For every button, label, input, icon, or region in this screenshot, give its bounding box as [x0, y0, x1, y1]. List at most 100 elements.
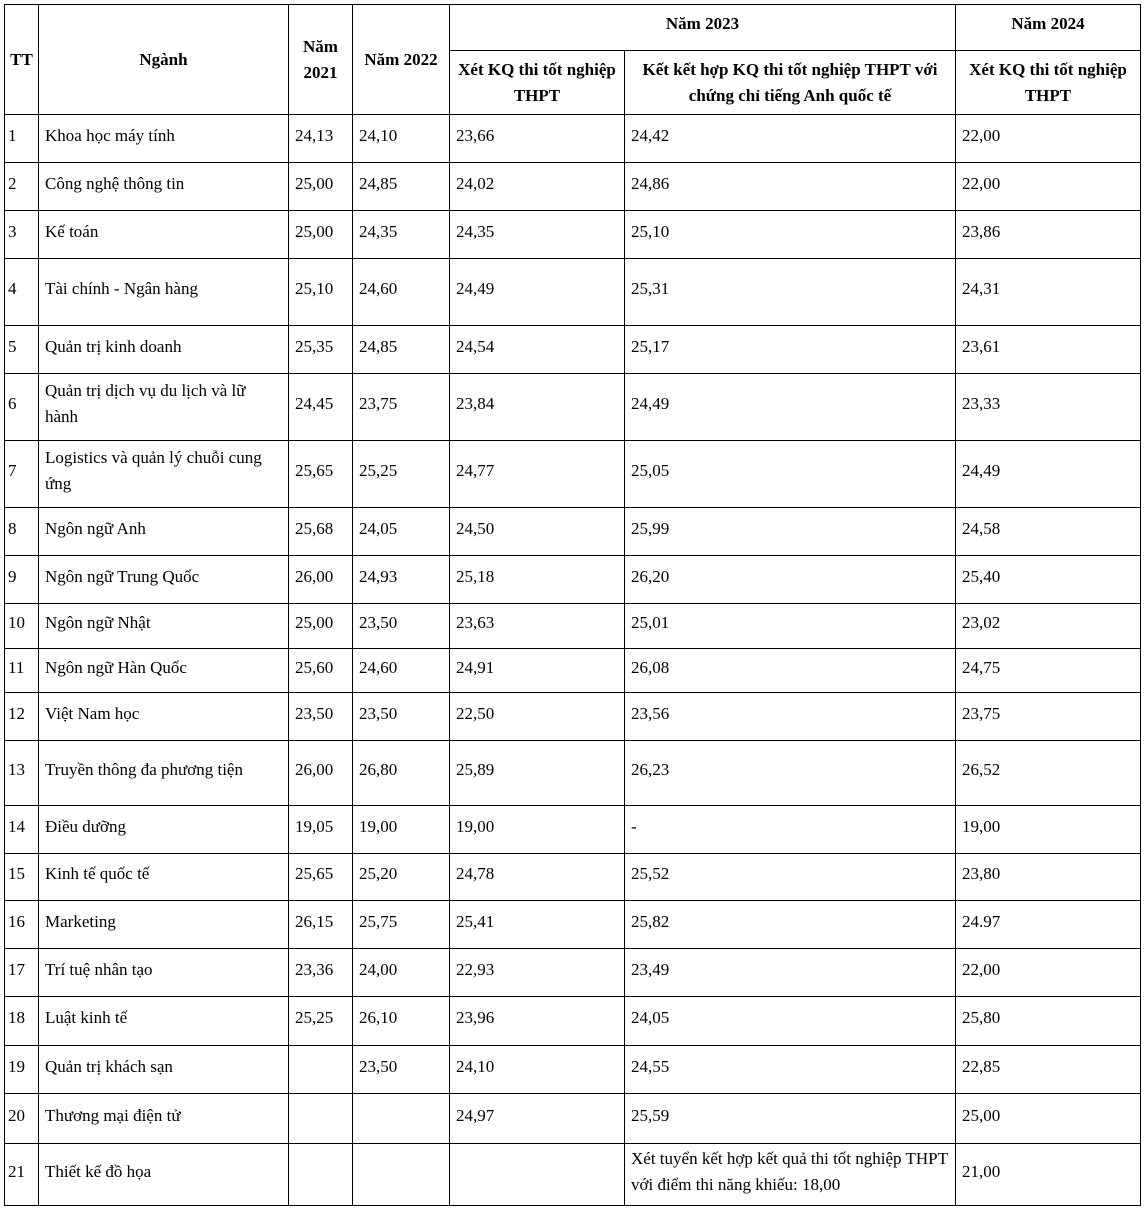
- cell-tt: 1: [4, 114, 39, 163]
- table-row: 4 Tài chính - Ngân hàng 25,10 24,60 24,49 25,…: [4, 258, 1141, 326]
- cell-tt: 5: [4, 325, 39, 374]
- cell-score-2023-thpt: 24,77: [449, 440, 625, 508]
- cell-score-2024-thpt: 21,00: [955, 1143, 1141, 1206]
- cell-nganh: Quản trị dịch vụ du lịch và lữ hành: [38, 373, 289, 441]
- table-row: 20 Thương mại điện tử 24,97 25,59 25,00: [4, 1093, 1141, 1144]
- cell-score-2022: 24,60: [352, 648, 450, 693]
- header-2024: Năm 2024: [955, 4, 1141, 51]
- cell-score-2023-thpt: 24,78: [449, 853, 625, 901]
- cell-tt: 11: [4, 648, 39, 693]
- table-row: 10 Ngôn ngữ Nhật 25,00 23,50 23,63 25,01 23,02: [4, 603, 1141, 649]
- table-row: 7 Logistics và quản lý chuỗi cung ứng 25,6…: [4, 440, 1141, 508]
- cell-score-2023-thpt: 23,66: [449, 114, 625, 163]
- cell-score-2024-thpt: 22,00: [955, 948, 1141, 997]
- cell-score-2022: 23,50: [352, 692, 450, 741]
- table-row: 14 Điều dưỡng 19,05 19,00 19,00-19,00: [4, 805, 1141, 854]
- cell-score-2022: 25,20: [352, 853, 450, 901]
- cell-score-2023-thpt: 24,02: [449, 162, 625, 211]
- cell-score-2024-thpt: 25,00: [955, 1093, 1141, 1144]
- cell-score-2024-thpt: 22,85: [955, 1045, 1141, 1094]
- table-row: 1 Khoa học máy tính 24,13 24,10 23,66 24,42 22…: [4, 114, 1141, 163]
- cell-nganh: Truyền thông đa phương tiện: [38, 740, 289, 806]
- cell-tt: 3: [4, 210, 39, 259]
- cell-score-2023-thpt: 22,93: [449, 948, 625, 997]
- cell-score-2022: 24,00: [352, 948, 450, 997]
- cell-score-2023-combined: Xét tuyển kết hợp kết quả thi tốt nghiệp…: [624, 1143, 956, 1206]
- cell-nganh: Kinh tế quốc tế: [38, 853, 289, 901]
- cell-score-2023-combined: 25,52: [624, 853, 956, 901]
- cell-tt: 19: [4, 1045, 39, 1094]
- table-row: 19 Quản trị khách sạn 23,50 24,10 24,55 22,85: [4, 1045, 1141, 1094]
- table-row: 11 Ngôn ngữ Hàn Quốc 25,60 24,60 24,91 26,08 2…: [4, 648, 1141, 693]
- header-2023-thpt: Xét KQ thi tốt nghiệp THPT: [449, 50, 625, 115]
- cell-nganh: Marketing: [38, 900, 289, 949]
- cell-score-2022: 26,10: [352, 996, 450, 1046]
- cell-score-2022: 24,85: [352, 325, 450, 374]
- table-row: 17 Trí tuệ nhân tạo 23,36 24,00 22,93 23,49 22…: [4, 948, 1141, 997]
- cell-score-2021: [288, 1093, 353, 1144]
- cell-nganh: Ngôn ngữ Anh: [38, 507, 289, 556]
- cell-tt: 20: [4, 1093, 39, 1144]
- cell-score-2023-thpt: 25,41: [449, 900, 625, 949]
- cell-tt: 10: [4, 603, 39, 649]
- cell-score-2023-thpt: 23,84: [449, 373, 625, 441]
- cell-score-2024-thpt: 25,80: [955, 996, 1141, 1046]
- header-nganh: Ngành: [38, 4, 289, 115]
- cell-score-2021: 23,36: [288, 948, 353, 997]
- cell-score-2021: 26,00: [288, 740, 353, 806]
- cell-score-2023-thpt: 24,97: [449, 1093, 625, 1144]
- cell-nganh: Điều dưỡng: [38, 805, 289, 854]
- cell-score-2021: 25,00: [288, 162, 353, 211]
- table-row: 18 Luật kinh tế 25,25 26,10 23,96 24,05 25,80: [4, 996, 1141, 1046]
- cell-score-2023-thpt: 25,18: [449, 555, 625, 604]
- cell-tt: 15: [4, 853, 39, 901]
- cell-score-2023-combined: 25,01: [624, 603, 956, 649]
- header-2021: Năm 2021: [288, 4, 353, 115]
- cell-nganh: Quản trị khách sạn: [38, 1045, 289, 1094]
- cell-score-2024-thpt: 24,31: [955, 258, 1141, 326]
- cell-score-2023-combined: 25,05: [624, 440, 956, 508]
- cell-score-2022: 23,50: [352, 603, 450, 649]
- cell-tt: 8: [4, 507, 39, 556]
- cell-score-2024-thpt: 23,33: [955, 373, 1141, 441]
- cell-nganh: Kế toán: [38, 210, 289, 259]
- table-row: 3 Kế toán 25,00 24,35 24,35 25,10 23,86: [4, 210, 1141, 259]
- cell-tt: 17: [4, 948, 39, 997]
- cell-nganh: Thương mại điện tử: [38, 1093, 289, 1144]
- cell-score-2021: [288, 1045, 353, 1094]
- cell-score-2023-combined: 24,05: [624, 996, 956, 1046]
- cell-score-2024-thpt: 23,75: [955, 692, 1141, 741]
- cell-score-2023-combined: 26,23: [624, 740, 956, 806]
- cell-score-2023-combined: 23,56: [624, 692, 956, 741]
- cell-score-2023-combined: 24,49: [624, 373, 956, 441]
- cell-score-2023-combined: 26,20: [624, 555, 956, 604]
- cell-nganh: Thiết kế đồ họa: [38, 1143, 289, 1206]
- cell-score-2024-thpt: 22,00: [955, 162, 1141, 211]
- header-2022: Năm 2022: [352, 4, 450, 115]
- cell-score-2022: 24,35: [352, 210, 450, 259]
- cell-score-2021: 25,65: [288, 440, 353, 508]
- cell-score-2023-thpt: 24,49: [449, 258, 625, 326]
- cell-score-2022: [352, 1143, 450, 1206]
- header-2023-combined: Kết kết hợp KQ thi tốt nghiệp THPT với c…: [624, 50, 956, 115]
- cell-score-2023-thpt: 24,35: [449, 210, 625, 259]
- cell-score-2022: 23,50: [352, 1045, 450, 1094]
- table-row: 9 Ngôn ngữ Trung Quốc 26,00 24,93 25,18 26,20…: [4, 555, 1141, 604]
- cell-score-2024-thpt: 23,61: [955, 325, 1141, 374]
- cell-tt: 6: [4, 373, 39, 441]
- cell-tt: 18: [4, 996, 39, 1046]
- cell-nganh: Công nghệ thông tin: [38, 162, 289, 211]
- cell-score-2023-thpt: 25,89: [449, 740, 625, 806]
- cell-nganh: Luật kinh tế: [38, 996, 289, 1046]
- cell-score-2022: 24,93: [352, 555, 450, 604]
- cell-score-2024-thpt: 24,75: [955, 648, 1141, 693]
- cell-score-2023-thpt: 23,63: [449, 603, 625, 649]
- cell-score-2023-combined: 25,31: [624, 258, 956, 326]
- cell-score-2021: 26,15: [288, 900, 353, 949]
- cell-score-2021: 25,00: [288, 603, 353, 649]
- cell-nganh: Ngôn ngữ Nhật: [38, 603, 289, 649]
- cell-score-2023-combined: -: [624, 805, 956, 854]
- cell-tt: 14: [4, 805, 39, 854]
- cell-score-2021: 26,00: [288, 555, 353, 604]
- cell-score-2023-thpt: 22,50: [449, 692, 625, 741]
